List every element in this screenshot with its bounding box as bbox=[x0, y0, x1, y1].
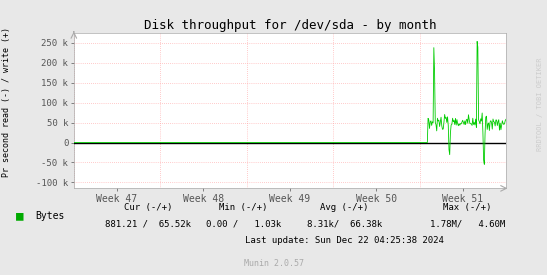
Text: RRDTOOL / TOBI OETIKER: RRDTOOL / TOBI OETIKER bbox=[537, 58, 543, 151]
Text: Cur (-/+): Cur (-/+) bbox=[124, 203, 172, 212]
Title: Disk throughput for /dev/sda - by month: Disk throughput for /dev/sda - by month bbox=[144, 19, 436, 32]
Text: Max (-/+): Max (-/+) bbox=[444, 203, 492, 212]
Text: ■: ■ bbox=[16, 209, 24, 222]
Text: Min (-/+): Min (-/+) bbox=[219, 203, 267, 212]
Text: Munin 2.0.57: Munin 2.0.57 bbox=[243, 259, 304, 268]
Text: Avg (-/+): Avg (-/+) bbox=[321, 203, 369, 212]
Text: Last update: Sun Dec 22 04:25:38 2024: Last update: Sun Dec 22 04:25:38 2024 bbox=[245, 236, 444, 245]
Text: 8.31k/  66.38k: 8.31k/ 66.38k bbox=[307, 220, 382, 229]
Text: 1.78M/   4.60M: 1.78M/ 4.60M bbox=[430, 220, 505, 229]
Text: 881.21 /  65.52k: 881.21 / 65.52k bbox=[104, 220, 191, 229]
Text: Pr second read (-) / write (+): Pr second read (-) / write (+) bbox=[2, 27, 11, 177]
Text: 0.00 /   1.03k: 0.00 / 1.03k bbox=[206, 220, 281, 229]
Text: Bytes: Bytes bbox=[36, 211, 65, 221]
